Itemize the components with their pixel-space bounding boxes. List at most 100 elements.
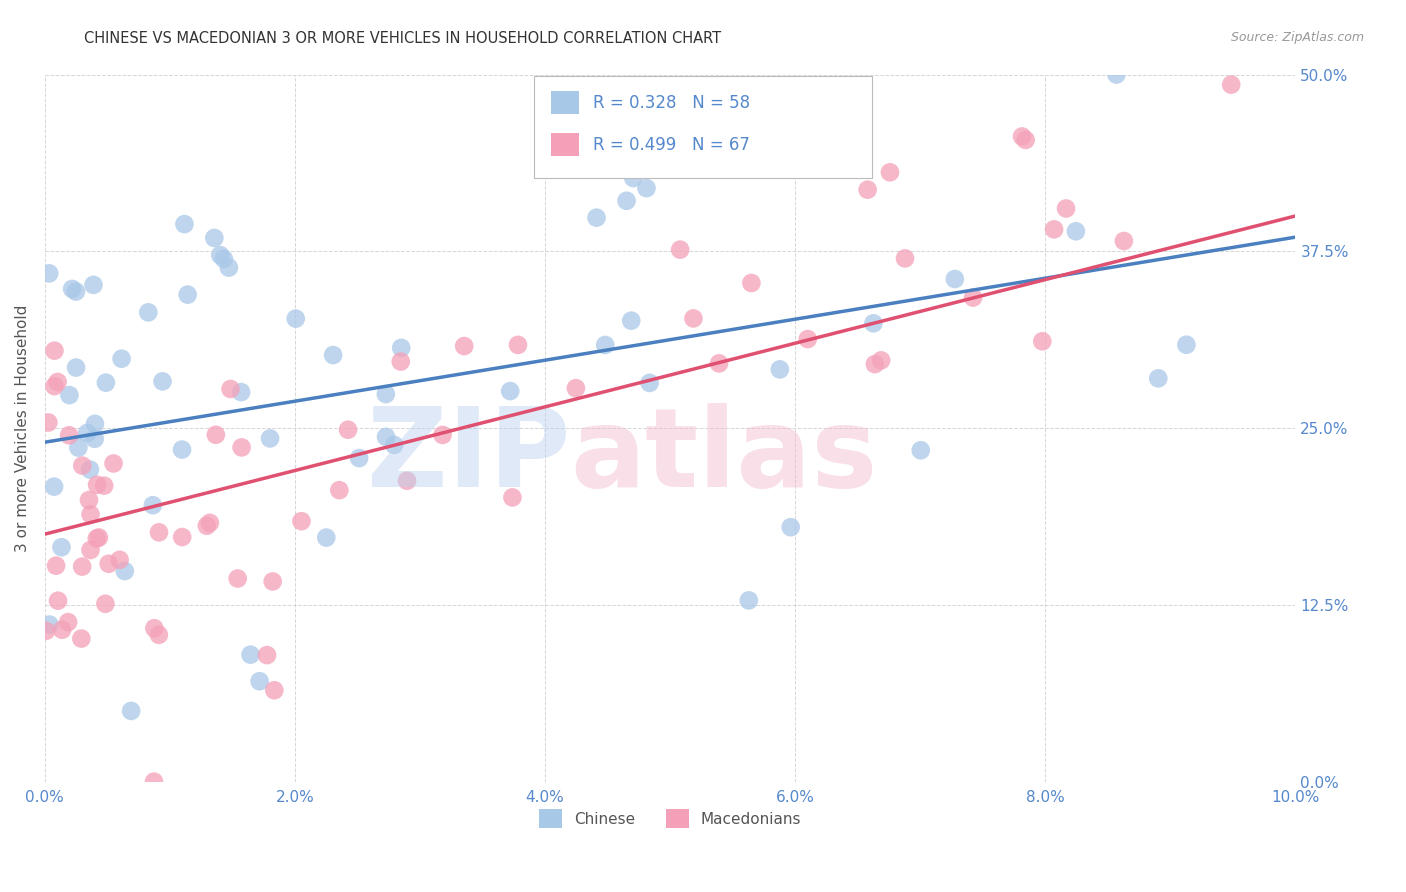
Point — [120, 704, 142, 718]
Point — [72, 458, 94, 473]
Point — [148, 525, 170, 540]
Point — [79, 543, 101, 558]
Point — [229, 385, 252, 400]
Point — [943, 272, 966, 286]
Text: ZIP: ZIP — [367, 403, 569, 510]
Point — [1147, 371, 1170, 385]
Point — [616, 194, 638, 208]
Point — [315, 531, 337, 545]
Point — [87, 531, 110, 545]
Point — [103, 457, 125, 471]
Point — [218, 260, 240, 275]
Point — [347, 451, 370, 466]
Point — [262, 574, 284, 589]
Point — [432, 428, 454, 442]
Point — [894, 252, 917, 266]
Point — [44, 379, 66, 393]
Point — [56, 615, 79, 629]
Point — [879, 165, 901, 179]
Point — [76, 425, 98, 440]
Point — [176, 287, 198, 301]
Text: R = 0.328   N = 58: R = 0.328 N = 58 — [593, 94, 751, 112]
Point — [593, 338, 616, 352]
Point — [38, 266, 60, 280]
Point — [143, 774, 166, 789]
Point — [856, 183, 879, 197]
Point — [46, 375, 69, 389]
Point — [44, 343, 66, 358]
Point — [769, 362, 792, 376]
Point — [322, 348, 344, 362]
Point — [65, 285, 87, 299]
Point — [396, 474, 419, 488]
Point — [148, 628, 170, 642]
Point — [328, 483, 350, 498]
Text: CHINESE VS MACEDONIAN 3 OR MORE VEHICLES IN HOUSEHOLD CORRELATION CHART: CHINESE VS MACEDONIAN 3 OR MORE VEHICLES… — [84, 31, 721, 46]
Point — [219, 382, 242, 396]
Point — [740, 276, 762, 290]
Point — [205, 427, 228, 442]
Point — [738, 593, 761, 607]
Y-axis label: 3 or more Vehicles in Household: 3 or more Vehicles in Household — [15, 304, 30, 552]
Point — [779, 520, 801, 534]
Point — [97, 557, 120, 571]
Point — [70, 559, 93, 574]
Point — [79, 462, 101, 476]
Point — [638, 376, 661, 390]
Point — [707, 356, 730, 370]
Point — [962, 291, 984, 305]
Point — [499, 384, 522, 398]
Point — [585, 211, 607, 225]
Point — [198, 516, 221, 530]
Point — [70, 632, 93, 646]
Point — [1112, 234, 1135, 248]
Point — [152, 375, 174, 389]
Point — [374, 387, 396, 401]
Point — [51, 540, 73, 554]
Point — [337, 423, 360, 437]
Point — [38, 617, 60, 632]
Point — [249, 674, 271, 689]
Point — [94, 597, 117, 611]
Point — [910, 443, 932, 458]
Point — [67, 441, 90, 455]
Point — [202, 231, 225, 245]
Legend: Chinese, Macedonians: Chinese, Macedonians — [533, 804, 807, 834]
Point — [1064, 224, 1087, 238]
Point — [538, 129, 561, 144]
Point — [172, 530, 194, 544]
Point — [620, 313, 643, 327]
Point — [375, 430, 398, 444]
Point — [231, 441, 253, 455]
Point — [669, 243, 692, 257]
Point — [45, 558, 67, 573]
Point — [58, 428, 80, 442]
Point — [114, 564, 136, 578]
Point — [212, 252, 235, 266]
Point — [256, 648, 278, 662]
Point — [263, 683, 285, 698]
Point — [46, 593, 69, 607]
Point — [1014, 133, 1036, 147]
Point — [565, 381, 588, 395]
Point — [136, 305, 159, 319]
Point — [37, 416, 59, 430]
Point — [636, 181, 658, 195]
Point — [93, 478, 115, 492]
Point — [58, 388, 80, 402]
Point — [83, 432, 105, 446]
Point — [77, 493, 100, 508]
Point — [1054, 202, 1077, 216]
Point — [796, 332, 818, 346]
Point — [79, 508, 101, 522]
Point — [382, 438, 405, 452]
Point — [86, 477, 108, 491]
Point — [682, 311, 704, 326]
Point — [621, 171, 644, 186]
Point — [82, 277, 104, 292]
Point — [506, 338, 529, 352]
Point — [1043, 222, 1066, 236]
Point — [389, 354, 412, 368]
Point — [170, 442, 193, 457]
Text: Source: ZipAtlas.com: Source: ZipAtlas.com — [1230, 31, 1364, 45]
